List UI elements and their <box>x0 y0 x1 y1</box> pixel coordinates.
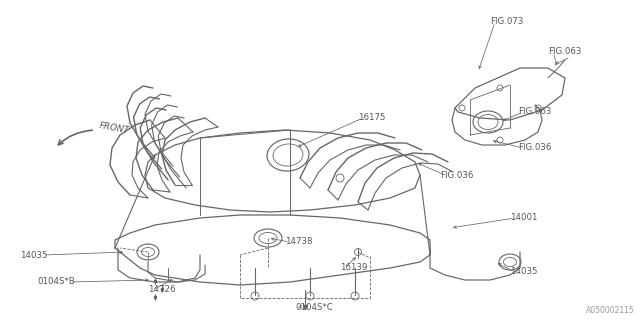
Text: 16139: 16139 <box>340 263 367 273</box>
Text: 14001: 14001 <box>510 213 538 222</box>
Text: FIG.073: FIG.073 <box>490 18 524 27</box>
Text: FIG.063: FIG.063 <box>548 47 581 57</box>
Text: FRONT: FRONT <box>98 121 130 135</box>
Text: 14738: 14738 <box>285 237 312 246</box>
Text: FIG.036: FIG.036 <box>518 143 552 153</box>
Text: 0104S*B: 0104S*B <box>37 277 75 286</box>
Text: A050002115: A050002115 <box>586 306 635 315</box>
Text: FIG.036: FIG.036 <box>440 171 474 180</box>
Text: 14035: 14035 <box>20 251 48 260</box>
Text: 16175: 16175 <box>358 114 385 123</box>
Text: 14035: 14035 <box>510 268 538 276</box>
Text: 0104S*C: 0104S*C <box>295 303 333 313</box>
Text: 14726: 14726 <box>148 285 175 294</box>
Text: FIG.063: FIG.063 <box>518 108 552 116</box>
